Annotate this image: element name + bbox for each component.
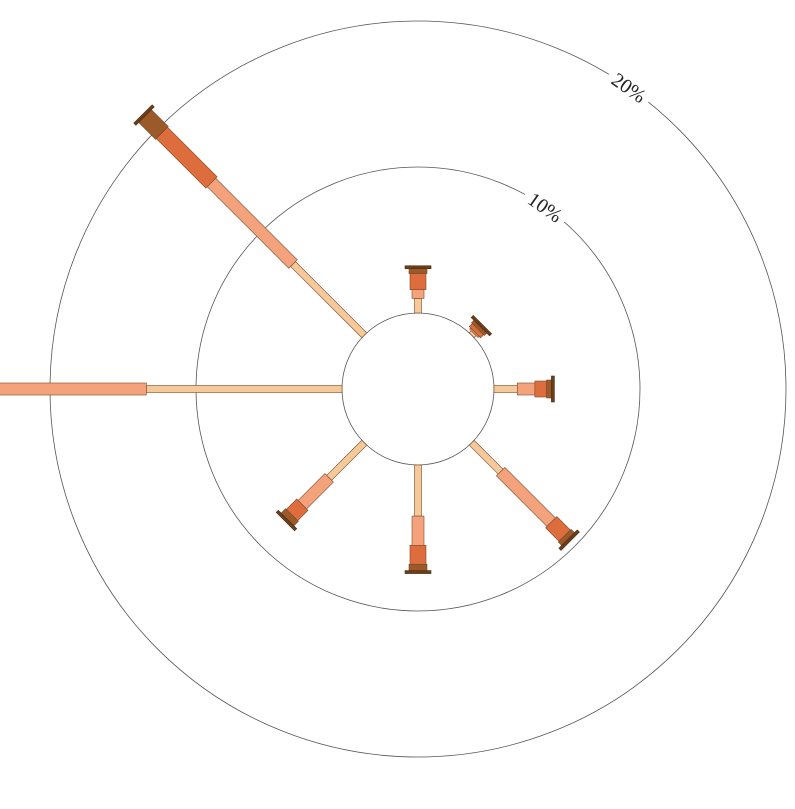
ring-label-gap	[602, 62, 657, 112]
bars-layer	[0, 104, 580, 574]
bar-4-cap	[404, 570, 432, 574]
bar-7-segment-0	[290, 261, 368, 339]
bar-6-segment-0	[146, 385, 343, 393]
ring-labels-layer: 10%20%	[518, 62, 657, 231]
bar-3-segment-1	[495, 466, 556, 527]
bar-group-0	[404, 265, 432, 314]
bar-5-segment-1	[297, 473, 334, 510]
bar-6-segment-1	[0, 382, 147, 396]
bar-4-segment-0	[414, 464, 422, 517]
bar-group-7	[133, 104, 368, 339]
bar-group-1	[468, 314, 493, 339]
ring-label-gap	[518, 181, 574, 231]
bar-group-5	[275, 439, 368, 532]
bar-7-segment-2	[155, 126, 218, 189]
bar-0-segment-1	[411, 289, 425, 299]
bar-7-cap	[133, 104, 155, 126]
baseline-circle	[341, 312, 495, 466]
bar-group-6	[0, 382, 343, 396]
bar-3-segment-0	[468, 439, 504, 475]
bar-0-segment-2	[409, 273, 427, 290]
bar-1-cap	[470, 314, 493, 337]
bar-4-segment-1	[411, 515, 425, 546]
bar-2-segment-0	[493, 385, 518, 393]
bar-5-cap	[275, 509, 298, 532]
bar-3-cap	[558, 529, 580, 551]
bar-0-cap	[404, 265, 432, 270]
bar-5-segment-0	[326, 439, 368, 481]
bar-group-4	[404, 464, 432, 574]
bar-7-segment-1	[206, 177, 298, 269]
bar-group-3	[468, 439, 580, 551]
bar-group-2	[493, 375, 555, 403]
bar-4-segment-2	[409, 545, 427, 565]
bar-2-segment-1	[517, 382, 536, 396]
bar-0-segment-0	[414, 298, 422, 314]
bar-2-segment-2	[534, 380, 547, 398]
bar-2-cap	[551, 375, 555, 403]
